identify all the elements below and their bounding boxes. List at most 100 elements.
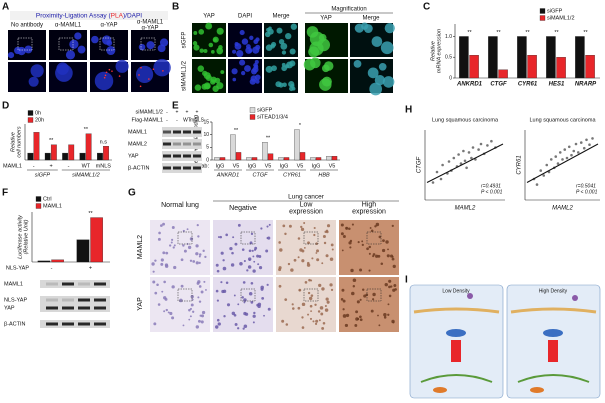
point: [561, 158, 564, 161]
micrograph-cell: [340, 298, 344, 301]
micrograph-cell: [193, 31, 198, 35]
micrograph-cell: [306, 26, 319, 38]
chart-title: Lung squamous carcinoma: [529, 117, 596, 123]
micrograph-cell: [220, 70, 225, 74]
x-tick-label: IgG: [312, 163, 321, 169]
blot-band: [163, 142, 171, 146]
micrograph-cell: [158, 231, 161, 235]
annotation: **: [266, 136, 271, 142]
micrograph-cell: [225, 233, 228, 237]
micrograph-bg: [276, 220, 336, 275]
x-tick-label: -: [33, 163, 35, 169]
micrograph-cell: [375, 254, 379, 258]
bar: [546, 36, 556, 79]
micrograph-cell: [369, 82, 383, 96]
micrograph-cell: [315, 319, 319, 323]
micrograph-cell: [301, 326, 305, 329]
condition-label: +: [176, 109, 179, 115]
micrograph-cell: [300, 227, 305, 232]
micrograph-cell: [229, 246, 233, 251]
micrograph-cell: [301, 316, 304, 319]
micrograph-cell: [290, 268, 294, 272]
bar: [575, 36, 585, 79]
blot-band: [94, 306, 106, 310]
row-label: MAML1: [3, 163, 22, 169]
micrograph-cell: [342, 299, 346, 303]
y-axis-label: mRNA expression: [436, 29, 442, 73]
micrograph-cell: [378, 62, 387, 71]
micrograph-cell: [359, 268, 363, 272]
column-label: DAPI: [238, 14, 252, 20]
micrograph-cell: [318, 319, 321, 322]
condition-label: -: [166, 117, 168, 123]
blot-band: [46, 322, 58, 326]
micrograph-bg: [213, 220, 273, 275]
micrograph-cell: [289, 48, 296, 55]
micrograph-cell: [348, 241, 352, 245]
bar: [50, 144, 57, 161]
micrograph-cell: [261, 296, 265, 300]
micrograph-cell: [278, 241, 281, 244]
micrograph-cell: [241, 296, 244, 299]
row-label: NLS-YAP: [6, 265, 29, 271]
blot-band: [193, 130, 201, 134]
micrograph-bg: [339, 277, 399, 332]
inset-box: [177, 231, 193, 245]
point: [582, 146, 586, 150]
micrograph-cell: [232, 49, 237, 54]
micrograph-cell: [255, 79, 260, 84]
condition-label: +: [186, 109, 189, 115]
micrograph-cell: [374, 74, 386, 86]
blot-band: [183, 130, 191, 134]
micrograph-cell: [192, 310, 195, 313]
micrograph-cell: [324, 308, 329, 312]
point: [539, 169, 543, 172]
inset-box: [303, 288, 319, 302]
micrograph-cell: [186, 228, 189, 231]
micrograph-cell: [243, 324, 248, 329]
micrograph-cell: [248, 249, 252, 253]
micrograph-cell: [167, 311, 170, 314]
group-label: ANKRD1: [216, 172, 239, 178]
micrograph-cell: [266, 283, 269, 286]
point: [467, 151, 471, 154]
bar: [299, 152, 306, 161]
point: [439, 177, 443, 181]
micrograph-cell: [200, 290, 204, 294]
micrograph-cell: [386, 254, 390, 258]
annotation: **: [496, 30, 501, 36]
micrograph-cell: [242, 281, 246, 284]
y-tick-label: 1.0: [445, 34, 452, 40]
x-tick-label: V5: [329, 163, 336, 169]
column-label: α-YAP: [100, 23, 117, 29]
column-label: Low: [300, 201, 314, 208]
bar: [62, 152, 69, 161]
point: [563, 148, 567, 151]
micrograph-cell: [115, 59, 129, 73]
micrograph-cell: [253, 64, 259, 70]
micrograph-cell: [194, 84, 202, 91]
micrograph-cell: [257, 263, 260, 266]
blot-bg: [162, 139, 202, 149]
pla-dot: [111, 70, 113, 72]
condition-label: -: [166, 109, 168, 115]
micrograph-cell: [182, 324, 185, 327]
micrograph-cell: [241, 248, 245, 251]
blot-band: [62, 322, 74, 326]
micrograph-cell: [195, 325, 200, 329]
x-tick-label: V5: [265, 163, 272, 169]
micrograph-cell: [355, 310, 359, 314]
micrograph-cell: [94, 71, 114, 91]
micrograph-cell: [77, 45, 86, 54]
bar: [556, 57, 566, 79]
column-label: Merge: [362, 16, 380, 22]
micrograph-cell: [171, 285, 175, 289]
micrograph-cell: [173, 244, 176, 247]
micrograph-cell: [226, 303, 231, 307]
micrograph-cell: [160, 258, 164, 262]
micrograph-cell: [159, 38, 169, 47]
micrograph-cell: [250, 301, 254, 304]
micrograph-cell: [265, 249, 269, 253]
bar: [214, 157, 220, 161]
micrograph-cell: [30, 64, 44, 78]
